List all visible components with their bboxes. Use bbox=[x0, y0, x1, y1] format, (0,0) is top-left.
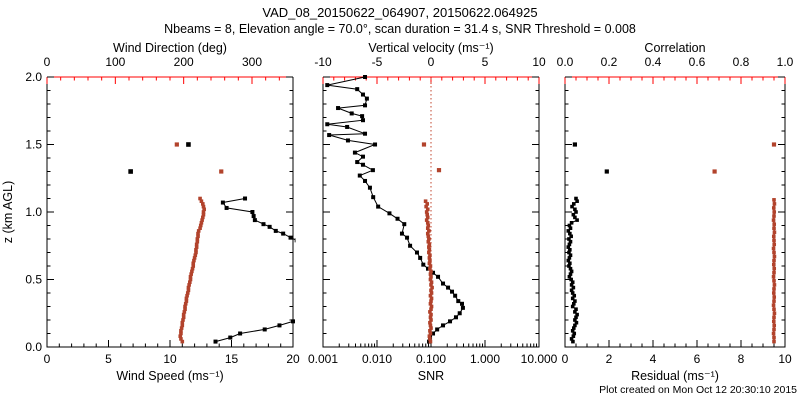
y-axis-title: z (km AGL) bbox=[1, 181, 15, 244]
series-correlation bbox=[712, 142, 777, 344]
plot-title: VAD_08_20150622_064907, 20150622.064925 bbox=[262, 5, 538, 20]
series-wind-speed bbox=[128, 142, 296, 344]
y-tick-label: 2.0 bbox=[25, 70, 42, 84]
top-tick-label: 0.4 bbox=[645, 55, 662, 69]
x-tick-label: 0 bbox=[562, 352, 569, 366]
x-tick-label: 0.001 bbox=[308, 352, 338, 366]
data-point-vertical-velocity bbox=[436, 168, 442, 173]
x-tick-label: 10.000 bbox=[521, 352, 558, 366]
x-tick-label: 15 bbox=[225, 352, 239, 366]
top-axis-title-snr: Vertical velocity (ms⁻¹) bbox=[368, 41, 493, 55]
top-axis-title-residual: Correlation bbox=[644, 41, 705, 55]
x-tick-label: 10 bbox=[163, 352, 177, 366]
top-tick-label: 10 bbox=[532, 55, 546, 69]
top-tick-label: -5 bbox=[372, 55, 383, 69]
data-point-wind-direction bbox=[174, 142, 179, 147]
y-tick-label: 0.0 bbox=[25, 340, 42, 354]
x-tick-label: 2 bbox=[606, 352, 613, 366]
data-point-correlation bbox=[712, 169, 717, 174]
data-point-residual bbox=[572, 142, 577, 147]
series-vertical-velocity bbox=[421, 142, 442, 344]
x-tick-label: 1.000 bbox=[470, 352, 500, 366]
top-tick-label: 5 bbox=[482, 55, 489, 69]
top-axis-title-wind: Wind Direction (deg) bbox=[113, 41, 227, 55]
x-tick-label: 8 bbox=[738, 352, 745, 366]
data-point-residual bbox=[604, 169, 609, 174]
top-tick-label: 100 bbox=[105, 55, 125, 69]
plot-created-timestamp: Plot created on Mon Oct 12 20:30:10 2015 bbox=[599, 384, 797, 396]
top-tick-label: 0.6 bbox=[689, 55, 706, 69]
series-wind-direction bbox=[174, 142, 224, 344]
x-tick-label: 5 bbox=[105, 352, 112, 366]
x-tick-label: 6 bbox=[694, 352, 701, 366]
top-tick-label: 1.0 bbox=[777, 55, 794, 69]
x-tick-label: 10 bbox=[778, 352, 792, 366]
data-point-wind-speed bbox=[128, 169, 133, 174]
bottom-axis-title-wind: Wind Speed (ms⁻¹) bbox=[116, 369, 223, 383]
top-tick-label: 0.8 bbox=[733, 55, 750, 69]
y-tick-label: 0.5 bbox=[25, 273, 42, 287]
y-tick-label: 1.5 bbox=[25, 138, 42, 152]
series-snr bbox=[325, 75, 465, 344]
y-tick-label: 1.0 bbox=[25, 205, 42, 219]
x-tick-label: 0.100 bbox=[416, 352, 446, 366]
data-point-wind-direction bbox=[219, 169, 224, 174]
data-point-correlation bbox=[771, 142, 777, 147]
data-point-wind-speed bbox=[186, 142, 191, 147]
top-tick-label: -10 bbox=[314, 55, 332, 69]
data-point-vertical-velocity bbox=[421, 142, 427, 147]
top-tick-label: 0 bbox=[44, 55, 51, 69]
x-tick-label: 20 bbox=[286, 352, 300, 366]
panel-snr: 0.001 0.010 0.100 1.000 10.000 -10 -5 0 5 10 SNR Ve… bbox=[308, 41, 558, 383]
top-tick-label: 300 bbox=[242, 55, 262, 69]
plot-subtitle: Nbeams = 8, Elevation angle = 70.0°, sca… bbox=[164, 22, 636, 36]
bottom-axis-title-snr: SNR bbox=[418, 369, 444, 383]
top-tick-label: 0 bbox=[428, 55, 435, 69]
x-tick-label: 0.010 bbox=[362, 352, 392, 366]
x-tick-label: 4 bbox=[650, 352, 657, 366]
series-residual bbox=[566, 142, 609, 344]
top-tick-label: 200 bbox=[174, 55, 194, 69]
bottom-axis-title-residual: Residual (ms⁻¹) bbox=[631, 369, 719, 383]
x-tick-label: 0 bbox=[44, 352, 51, 366]
top-tick-label: 0.0 bbox=[557, 55, 574, 69]
panel-residual: 0 2 4 6 8 10 0.0 0.2 0.4 0.6 0.8 1.0 Residual (ms⁻¹)… bbox=[557, 41, 794, 383]
top-tick-label: 0.2 bbox=[601, 55, 618, 69]
